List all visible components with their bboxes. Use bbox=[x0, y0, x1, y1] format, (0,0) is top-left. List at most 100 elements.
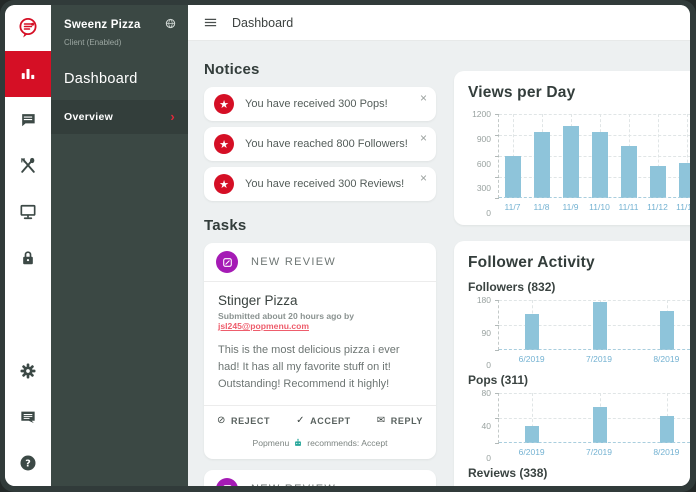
task-type-label: NEW REVIEW bbox=[251, 483, 336, 486]
bar bbox=[525, 314, 540, 350]
bar bbox=[563, 125, 580, 198]
submitter-email-link[interactable]: jsl245@popmenu.com bbox=[218, 321, 309, 331]
x-tick-label: 11/10 bbox=[589, 202, 610, 212]
settings-button[interactable] bbox=[5, 348, 51, 394]
comment-icon bbox=[18, 407, 38, 427]
recommend-suffix: recommends: Accept bbox=[307, 438, 388, 449]
task-card: NEW REVIEW Stinger Pizza Submitted about… bbox=[204, 243, 436, 460]
views-per-day-chart: 0 300 600 900 1200 11/7 11/8 11/9 11/10 11/11 11/… bbox=[468, 109, 690, 218]
bar bbox=[592, 131, 608, 198]
accept-button[interactable]: ✓ ACCEPT bbox=[296, 415, 351, 426]
reply-button[interactable]: ✉ REPLY bbox=[377, 415, 423, 426]
x-axis: 6/2019 7/2019 8/2019 bbox=[498, 443, 690, 458]
close-icon[interactable]: × bbox=[419, 131, 427, 145]
reject-label: REJECT bbox=[230, 415, 271, 426]
page-title: Dashboard bbox=[232, 15, 294, 30]
lock-icon bbox=[18, 248, 38, 268]
sidebar-item-overview[interactable]: Overview › bbox=[51, 100, 188, 134]
globe-icon[interactable] bbox=[165, 16, 176, 34]
notice-text: You have received 300 Pops! bbox=[245, 98, 388, 110]
sidebar-item-messaging[interactable] bbox=[5, 97, 51, 143]
x-tick-label: 11/13 bbox=[676, 202, 690, 212]
review-item-title: Stinger Pizza bbox=[218, 293, 298, 308]
y-tick-label: 180 bbox=[476, 295, 491, 305]
x-tick-label: 7/2019 bbox=[586, 447, 612, 457]
task-card-body: Stinger Pizza Submitted about 20 hours a… bbox=[204, 282, 436, 405]
x-tick-label: 11/11 bbox=[618, 202, 639, 212]
recommendation-line: Popmenu recommends: Accept bbox=[204, 433, 436, 459]
x-tick-label: 11/12 bbox=[647, 202, 668, 212]
hamburger-menu-icon[interactable] bbox=[203, 15, 218, 30]
recommend-prefix: Popmenu bbox=[252, 438, 290, 449]
review-text: This is the most delicious pizza i ever … bbox=[218, 344, 400, 391]
main-area: Dashboard Notices ★ You have received 30… bbox=[188, 5, 690, 486]
check-icon: ✓ bbox=[296, 415, 306, 427]
y-tick-label: 1200 bbox=[472, 109, 491, 119]
bar bbox=[534, 131, 551, 198]
accept-label: ACCEPT bbox=[310, 415, 351, 426]
follower-activity-title: Follower Activity bbox=[468, 254, 595, 271]
reject-button[interactable]: ⊘ REJECT bbox=[217, 415, 270, 426]
y-axis: 0 40 80 bbox=[468, 388, 498, 463]
notice-item: ★ You have received 300 Reviews! × bbox=[204, 167, 436, 201]
bar bbox=[505, 156, 522, 198]
feedback-button[interactable] bbox=[5, 394, 51, 440]
y-tick-label: 90 bbox=[481, 327, 491, 338]
bar bbox=[592, 406, 607, 443]
notice-text: You have received 300 Reviews! bbox=[245, 178, 405, 190]
help-button[interactable]: ? bbox=[5, 440, 51, 486]
task-type-label: NEW REVIEW bbox=[251, 256, 337, 268]
chevron-right-icon: › bbox=[170, 109, 175, 124]
sidebar-item-dashboard[interactable] bbox=[5, 51, 51, 97]
x-axis: 11/7 11/8 11/9 11/10 11/11 11/12 11/13 bbox=[498, 198, 690, 213]
x-tick-label: 6/2019 bbox=[518, 447, 545, 457]
bar bbox=[525, 425, 540, 443]
icon-rail: ? bbox=[5, 5, 51, 486]
pops-chart: 0 40 80 6/2019 7/2019 8/2019 bbox=[468, 388, 690, 463]
y-tick-label: 0 bbox=[486, 360, 491, 370]
y-tick-label: 80 bbox=[481, 388, 491, 398]
y-tick-label: 40 bbox=[481, 420, 491, 431]
review-pencil-icon bbox=[216, 478, 238, 486]
monitor-icon bbox=[18, 202, 38, 222]
close-icon[interactable]: × bbox=[419, 171, 427, 185]
bar bbox=[592, 302, 607, 350]
restaurant-status: Client (Enabled) bbox=[64, 38, 122, 47]
reviews-count-label: Reviews (338) bbox=[468, 466, 548, 480]
topbar: Dashboard bbox=[188, 5, 690, 41]
y-tick-label: 900 bbox=[476, 133, 491, 144]
gear-icon bbox=[18, 361, 38, 381]
sidebar-section-title: Dashboard bbox=[64, 71, 138, 87]
reply-label: REPLY bbox=[390, 415, 423, 426]
bar bbox=[649, 165, 666, 198]
notice-item: ★ You have reached 800 Followers! × bbox=[204, 127, 436, 161]
task-actions: ⊘ REJECT ✓ ACCEPT ✉ REPLY bbox=[204, 405, 436, 433]
chat-bubble-icon bbox=[18, 110, 38, 130]
views-per-day-card: Views per Day 0 300 600 900 1200 11/7 11/8 11/… bbox=[454, 71, 690, 225]
x-tick-label: 11/8 bbox=[533, 202, 550, 212]
restaurant-header: Sweenz Pizza Client (Enabled) bbox=[51, 5, 188, 56]
sidebar-item-security[interactable] bbox=[5, 235, 51, 281]
star-icon: ★ bbox=[214, 134, 234, 154]
x-tick-label: 8/2019 bbox=[653, 447, 680, 457]
bar bbox=[620, 146, 637, 198]
y-tick-label: 0 bbox=[486, 453, 491, 463]
popmenu-logo[interactable] bbox=[5, 5, 51, 51]
bar bbox=[678, 163, 690, 198]
svg-text:?: ? bbox=[25, 459, 31, 470]
bar bbox=[659, 310, 674, 350]
plot-area bbox=[495, 393, 690, 444]
submitted-text: Submitted about 20 hours ago by bbox=[218, 311, 355, 321]
restaurant-name: Sweenz Pizza bbox=[64, 19, 141, 31]
followers-chart: 0 90 180 6/2019 7/2019 8/2019 bbox=[468, 295, 690, 370]
sidebar-item-dining[interactable] bbox=[5, 143, 51, 189]
plot-area bbox=[495, 114, 690, 199]
follower-activity-card: Follower Activity Followers (832) 0 90 180… bbox=[454, 241, 690, 486]
followers-count-label: Followers (832) bbox=[468, 280, 556, 294]
x-tick-label: 8/2019 bbox=[653, 354, 680, 364]
close-icon[interactable]: × bbox=[419, 91, 427, 105]
notice-text: You have reached 800 Followers! bbox=[245, 138, 408, 150]
plot-area bbox=[495, 300, 690, 351]
content: Notices ★ You have received 300 Pops! × … bbox=[188, 41, 690, 486]
sidebar-item-website[interactable] bbox=[5, 189, 51, 235]
